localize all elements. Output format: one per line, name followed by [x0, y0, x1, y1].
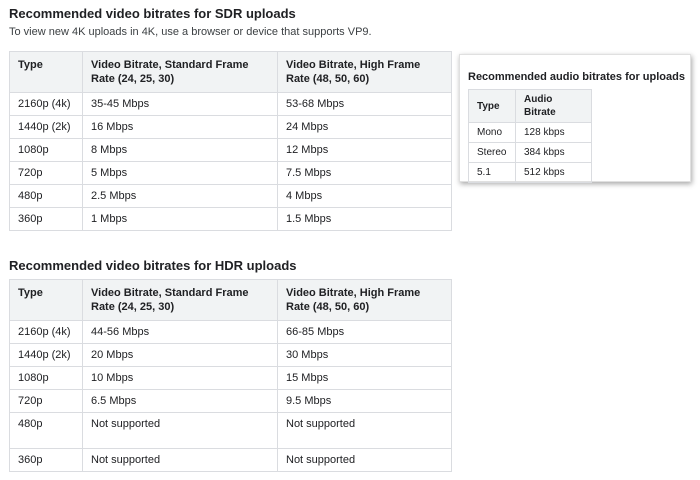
column-header-audio-bitrate: Audio Bitrate: [515, 89, 592, 123]
table-row: 1440p (2k) 20 Mbps 30 Mbps: [9, 343, 452, 367]
row-type: 2160p (4k): [9, 320, 83, 344]
table-row: 480p 2.5 Mbps 4 Mbps: [9, 184, 452, 208]
table-row: 2160p (4k) 35-45 Mbps 53-68 Mbps: [9, 92, 452, 116]
table-row: Stereo 384 kbps: [468, 142, 592, 163]
table-row: 1080p 8 Mbps 12 Mbps: [9, 138, 452, 162]
row-standard-bitrate: 2.5 Mbps: [82, 184, 278, 208]
row-type: 1440p (2k): [9, 343, 83, 367]
column-header-high-frame-rate: Video Bitrate, High Frame Rate (48, 50, …: [277, 279, 452, 321]
row-high-bitrate: 12 Mbps: [277, 138, 452, 162]
table-row: 2160p (4k) 44-56 Mbps 66-85 Mbps: [9, 320, 452, 344]
table-row: 480p Not supported Not supported: [9, 412, 452, 449]
row-audio-bitrate: 128 kbps: [515, 122, 592, 143]
table-header-row: Type Audio Bitrate: [468, 89, 592, 123]
table-row: 360p Not supported Not supported: [9, 448, 452, 472]
row-high-bitrate: Not supported: [277, 412, 452, 449]
row-type: Mono: [468, 122, 516, 143]
row-high-bitrate: 15 Mbps: [277, 366, 452, 390]
hdr-bitrate-table: Type Video Bitrate, Standard Frame Rate …: [9, 279, 452, 472]
row-type: 720p: [9, 161, 83, 185]
row-type: Stereo: [468, 142, 516, 163]
hdr-heading: Recommended video bitrates for HDR uploa…: [9, 258, 297, 273]
row-audio-bitrate: 512 kbps: [515, 162, 592, 183]
table-row: 720p 5 Mbps 7.5 Mbps: [9, 161, 452, 185]
vp9-note: To view new 4K uploads in 4K, use a brow…: [9, 26, 372, 38]
row-standard-bitrate: Not supported: [82, 448, 278, 472]
row-standard-bitrate: 1 Mbps: [82, 207, 278, 231]
sdr-heading: Recommended video bitrates for SDR uploa…: [9, 6, 296, 21]
row-high-bitrate: 4 Mbps: [277, 184, 452, 208]
row-standard-bitrate: 5 Mbps: [82, 161, 278, 185]
row-type: 1440p (2k): [9, 115, 83, 139]
row-standard-bitrate: 8 Mbps: [82, 138, 278, 162]
column-header-type: Type: [9, 51, 83, 93]
row-high-bitrate: 30 Mbps: [277, 343, 452, 367]
table-row: 720p 6.5 Mbps 9.5 Mbps: [9, 389, 452, 413]
row-audio-bitrate: 384 kbps: [515, 142, 592, 163]
table-row: 5.1 512 kbps: [468, 162, 592, 183]
column-header-type: Type: [9, 279, 83, 321]
row-type: 1080p: [9, 138, 83, 162]
table-row: 360p 1 Mbps 1.5 Mbps: [9, 207, 452, 231]
row-standard-bitrate: 16 Mbps: [82, 115, 278, 139]
row-standard-bitrate: 35-45 Mbps: [82, 92, 278, 116]
row-type: 2160p (4k): [9, 92, 83, 116]
row-high-bitrate: 7.5 Mbps: [277, 161, 452, 185]
row-high-bitrate: Not supported: [277, 448, 452, 472]
table-header-row: Type Video Bitrate, Standard Frame Rate …: [9, 51, 452, 93]
row-standard-bitrate: Not supported: [82, 412, 278, 449]
row-high-bitrate: 66-85 Mbps: [277, 320, 452, 344]
row-type: 360p: [9, 448, 83, 472]
row-type: 480p: [9, 184, 83, 208]
audio-bitrate-table: Type Audio Bitrate Mono 128 kbps Stereo …: [468, 89, 592, 183]
table-header-row: Type Video Bitrate, Standard Frame Rate …: [9, 279, 452, 321]
row-high-bitrate: 53-68 Mbps: [277, 92, 452, 116]
row-standard-bitrate: 6.5 Mbps: [82, 389, 278, 413]
row-high-bitrate: 24 Mbps: [277, 115, 452, 139]
column-header-standard-frame-rate: Video Bitrate, Standard Frame Rate (24, …: [82, 51, 278, 93]
row-type: 5.1: [468, 162, 516, 183]
row-type: 360p: [9, 207, 83, 231]
row-type: 1080p: [9, 366, 83, 390]
row-high-bitrate: 9.5 Mbps: [277, 389, 452, 413]
column-header-standard-frame-rate: Video Bitrate, Standard Frame Rate (24, …: [82, 279, 278, 321]
audio-bitrate-card: Recommended audio bitrates for uploads T…: [459, 54, 691, 183]
audio-heading: Recommended audio bitrates for uploads: [468, 71, 685, 83]
table-row: 1080p 10 Mbps 15 Mbps: [9, 366, 452, 390]
row-standard-bitrate: 10 Mbps: [82, 366, 278, 390]
column-header-type: Type: [468, 89, 516, 123]
row-standard-bitrate: 44-56 Mbps: [82, 320, 278, 344]
column-header-high-frame-rate: Video Bitrate, High Frame Rate (48, 50, …: [277, 51, 452, 93]
table-row: 1440p (2k) 16 Mbps 24 Mbps: [9, 115, 452, 139]
row-standard-bitrate: 20 Mbps: [82, 343, 278, 367]
row-high-bitrate: 1.5 Mbps: [277, 207, 452, 231]
row-type: 720p: [9, 389, 83, 413]
row-type: 480p: [9, 412, 83, 449]
table-row: Mono 128 kbps: [468, 122, 592, 143]
sdr-bitrate-table: Type Video Bitrate, Standard Frame Rate …: [9, 51, 452, 231]
